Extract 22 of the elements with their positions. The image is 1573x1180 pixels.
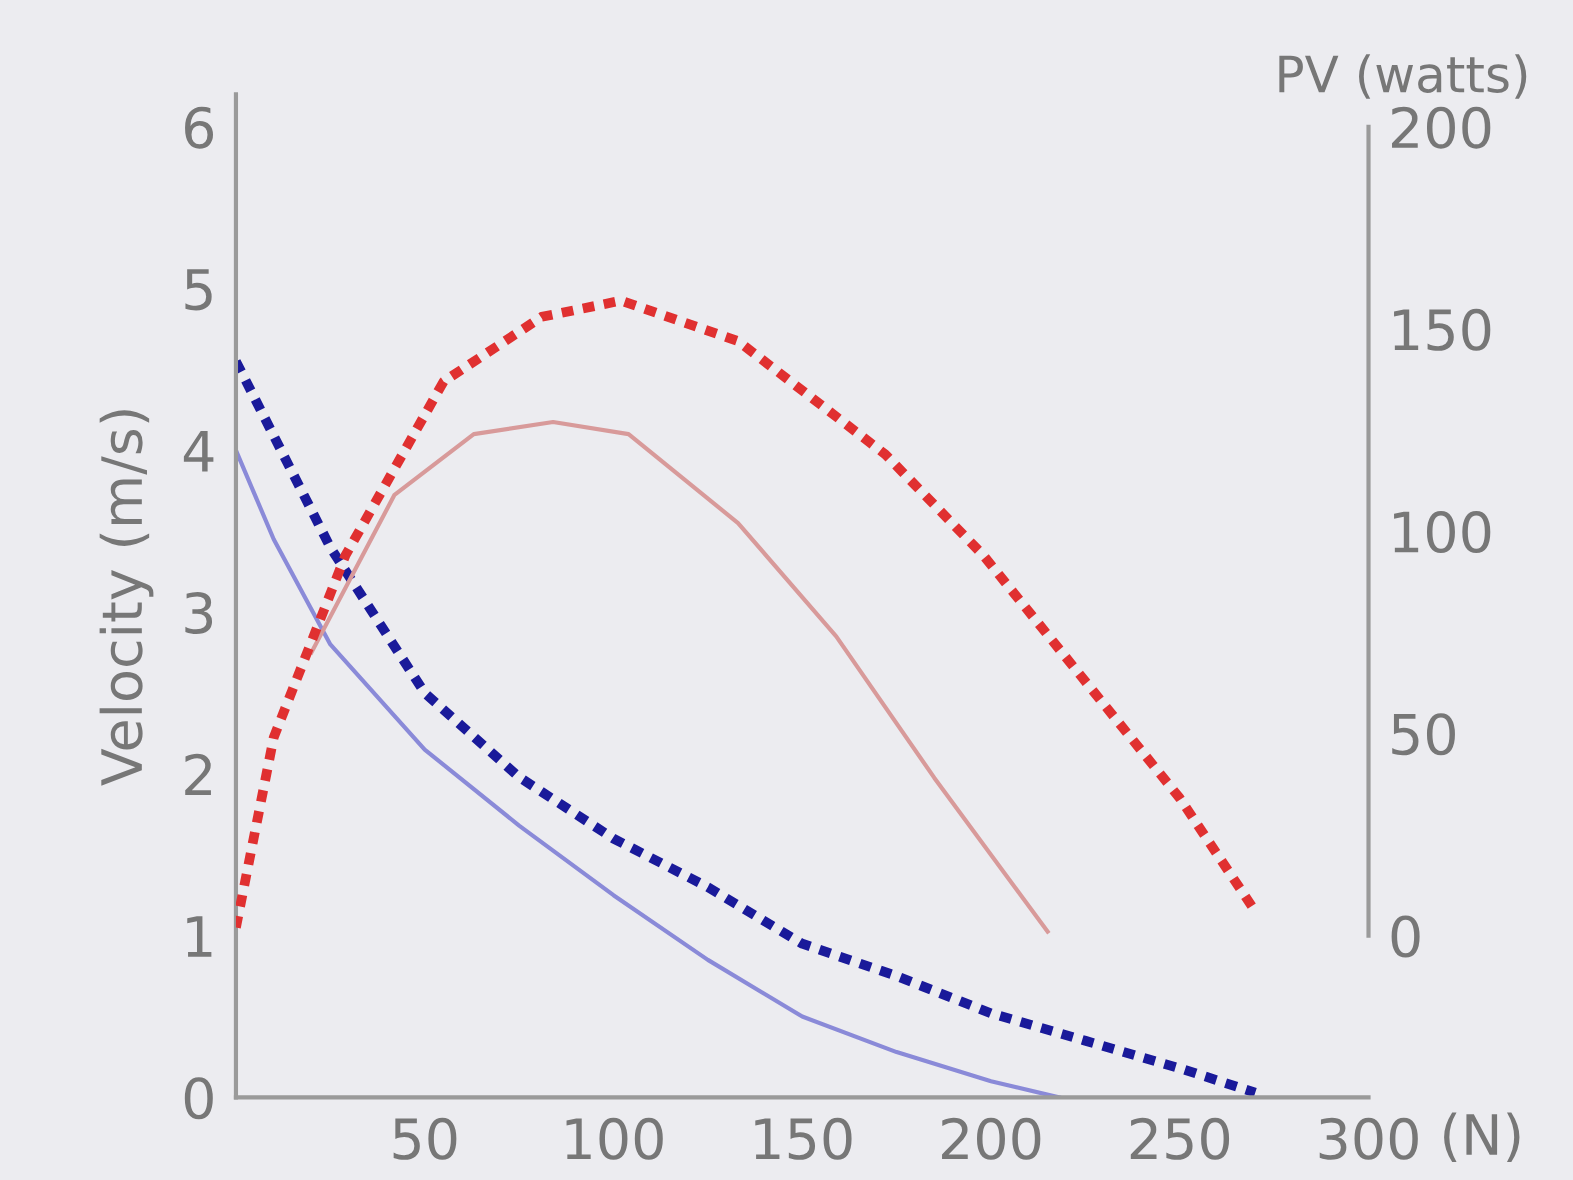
y-axis-title: Velocity (m/s)	[99, 410, 154, 786]
y-tick-label: 1	[187, 916, 212, 957]
x-tick-label: 300	[1319, 1117, 1418, 1160]
y2-tick-label: 100	[1394, 511, 1491, 554]
y-tick-label: 5	[185, 269, 212, 311]
x-tick-label: 200	[942, 1117, 1041, 1160]
y-tick-label: 0	[184, 1077, 213, 1120]
x-tick-label: 250	[1130, 1117, 1230, 1160]
y-tick-label: 3	[185, 591, 213, 634]
y2-tick-label: 50	[1392, 713, 1455, 756]
x-tick-label: 150	[755, 1117, 852, 1160]
line-series	[309, 419, 1050, 934]
y-tick-label: 6	[185, 106, 214, 149]
y-tick-label: 4	[183, 430, 214, 472]
x-tick-label: 50	[393, 1117, 457, 1160]
x-axis-title: (N)	[1444, 1112, 1520, 1162]
y2-tick-label: 200	[1392, 106, 1491, 149]
y2-tick-label: 150	[1394, 308, 1491, 351]
y2-tick-label: 0	[1391, 915, 1420, 958]
x-tick-label: 100	[566, 1117, 663, 1160]
y2-axis-title: PV (watts)	[1279, 54, 1527, 99]
y-tick-label: 2	[185, 753, 211, 795]
